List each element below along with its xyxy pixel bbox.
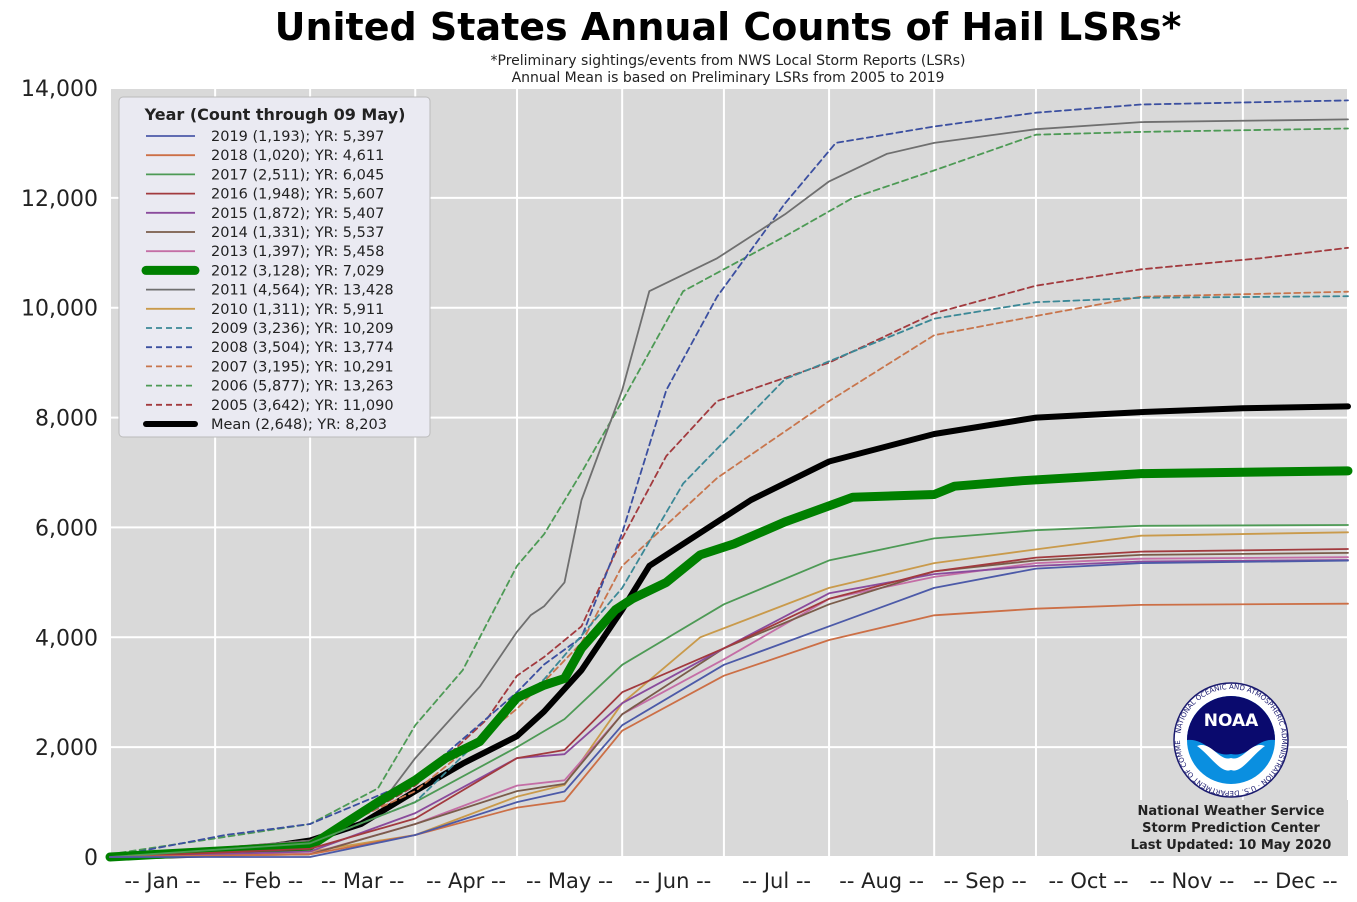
y-tick-label: 4,000 [35,626,98,651]
credit-background [1120,800,1348,856]
legend: Year (Count through 09 May) 2019 (1,193)… [118,96,431,438]
legend-items: 2019 (1,193); YR: 5,397 2018 (1,020); YR:… [141,129,394,433]
x-month-label: -- Nov -- [1150,869,1235,893]
legend-entry: 2009 (3,236); YR: 10,209 [211,321,394,337]
series-line [109,118,1349,858]
series-line [109,290,1349,858]
y-tick-label: 6,000 [35,516,98,541]
legend-title: Year (Count through 09 May) [144,105,406,124]
legend-entry: 2017 (2,511); YR: 6,045 [211,167,384,183]
series-line [109,524,1349,858]
credit-line-1: National Weather Service [1138,804,1325,819]
legend-entry: 2011 (4,564); YR: 13,428 [211,283,394,299]
noaa-logo-icon: NOAA NATIONAL OCEANIC AND ATMOSPHERIC AD… [1173,682,1289,798]
legend-entry: 2013 (1,397); YR: 5,458 [211,244,384,260]
legend-entry: 2005 (3,642); YR: 11,090 [211,398,394,414]
x-month-label: -- Jan -- [125,869,201,893]
y-tick-label: 2,000 [35,736,98,761]
x-axis-month-labels: -- Jan -- -- Feb -- -- Mar -- -- Apr -- -- M… [125,869,1338,893]
y-axis-ticks: 0 2,000 4,000 6,000 8,000 10,000 12,000 14,000 [21,77,98,871]
y-tick-label: 14,000 [21,77,98,102]
legend-entry: 2019 (1,193); YR: 5,397 [211,129,384,145]
x-month-label: -- Aug -- [839,869,924,893]
legend-entry: 2012 (3,128); YR: 7,029 [211,263,384,279]
x-month-label: -- Dec -- [1253,869,1337,893]
x-month-label: -- Oct -- [1049,869,1129,893]
y-tick-label: 12,000 [21,187,98,212]
x-month-label: -- Sep -- [943,869,1026,893]
series-line [105,466,1353,862]
legend-entry: 2008 (3,504); YR: 13,774 [211,340,394,356]
y-tick-label: 10,000 [21,297,98,322]
legend-entry: 2016 (1,948); YR: 5,607 [211,187,384,203]
series-line [109,552,1349,858]
x-month-label: -- Jun -- [635,869,711,893]
legend-entry: 2015 (1,872); YR: 5,407 [211,206,384,222]
x-month-label: -- May -- [526,869,613,893]
y-tick-label: 8,000 [35,407,98,432]
legend-entry: 2010 (1,311); YR: 5,911 [211,302,384,318]
x-month-label: -- Mar -- [321,869,404,893]
series-line [109,99,1349,858]
legend-entry: 2006 (5,877); YR: 13,263 [211,379,394,395]
legend-entry: 2014 (1,331); YR: 5,537 [211,225,384,241]
series-line [109,127,1349,856]
legend-entry: 2018 (1,020); YR: 4,611 [211,148,384,164]
x-month-label: -- Jul -- [742,869,811,893]
series-line [109,559,1349,858]
series-line [109,548,1349,858]
credit-line-3: Last Updated: 10 May 2020 [1131,838,1332,853]
series-layer [105,99,1353,862]
legend-entry: 2007 (3,195); YR: 10,291 [211,359,394,375]
chart-subtitle-line-1: *Preliminary sightings/events from NWS L… [491,53,966,69]
legend-entry: Mean (2,648); YR: 8,203 [211,417,387,433]
x-month-label: -- Feb -- [222,869,303,893]
credit-line-2: Storm Prediction Center [1142,821,1320,836]
legend-box [118,96,431,438]
x-month-label: -- Apr -- [426,869,506,893]
series-line [109,559,1349,858]
noaa-logo-word: NOAA [1204,711,1259,731]
y-tick-label: 0 [84,846,98,871]
chart-title: United States Annual Counts of Hail LSRs… [275,5,1182,49]
chart-subtitle-line-2: Annual Mean is based on Preliminary LSRs… [512,70,945,86]
